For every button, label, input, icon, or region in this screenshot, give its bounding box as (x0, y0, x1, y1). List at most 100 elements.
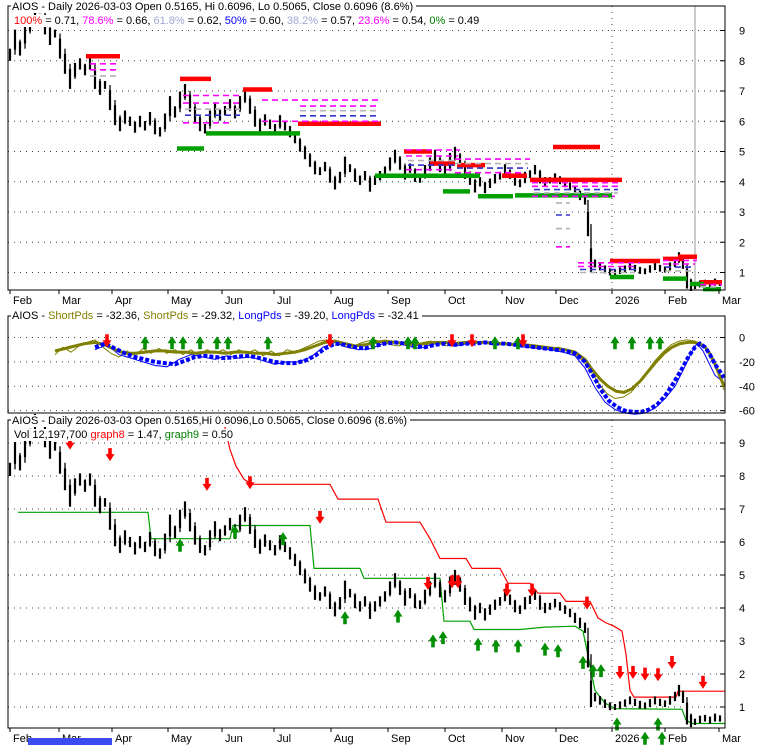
down-arrow (447, 575, 457, 589)
panel2-title: AIOS - ShortPds = -32.36, ShortPds = -29… (11, 310, 422, 322)
x-axis-label: Mar (722, 295, 741, 307)
y-axis-label: 3 (739, 636, 745, 648)
x-axis-label: Feb (668, 733, 687, 745)
y-axis-label: 2 (739, 669, 745, 681)
title-fragment: 61.8% (153, 15, 185, 27)
y-axis-label: 4 (739, 603, 745, 615)
down-arrow (423, 576, 433, 590)
panel1-fib-legend: 100% = 0.71, 78.6% = 0.66, 61.8% = 0.62,… (13, 15, 483, 27)
title-fragment: = 0.62, (184, 15, 225, 27)
up-arrow (578, 655, 588, 669)
up-arrow (368, 336, 378, 350)
x-axis-label: Dec (559, 295, 579, 307)
up-arrow (230, 525, 240, 539)
x-axis-label: Jun (225, 733, 243, 745)
down-arrow (245, 476, 255, 490)
x-axis-label: 2026 (615, 733, 639, 745)
up-arrow (490, 336, 500, 350)
y-axis-label: -20 (739, 357, 755, 369)
x-axis-label: Jul (277, 733, 291, 745)
down-arrow (105, 448, 115, 462)
y-axis-label: -40 (739, 381, 755, 393)
x-axis-label: Apr (115, 733, 132, 745)
x-axis-label: Mar (62, 295, 81, 307)
up-arrow (640, 731, 650, 745)
stop-line-green (18, 511, 725, 725)
up-arrow (473, 637, 483, 651)
y-axis-label: 2 (739, 237, 745, 249)
y-axis-label: 7 (739, 504, 745, 516)
x-axis-label: 2026 (615, 295, 639, 307)
y-axis-label: 0 (739, 332, 745, 344)
oscillator-line-ShortPds (54, 339, 726, 394)
up-arrow (596, 664, 606, 678)
y-axis-label: 9 (739, 438, 745, 450)
title-fragment: AIOS - (12, 310, 49, 322)
up-arrow (655, 336, 665, 350)
y-axis-label: 7 (739, 86, 745, 98)
title-fragment: = 0.60, (246, 15, 287, 27)
y-axis-label: 8 (739, 471, 745, 483)
x-axis-label: Dec (559, 733, 579, 745)
y-axis-label: 4 (739, 177, 745, 189)
down-arrow (467, 334, 477, 348)
y-axis-label: 1 (739, 268, 745, 280)
up-arrow (178, 336, 188, 350)
x-axis-label: May (171, 295, 192, 307)
x-axis-label: Sep (391, 295, 411, 307)
down-arrow (102, 334, 112, 348)
down-arrow (202, 477, 212, 491)
title-fragment: = 1.47, (124, 429, 165, 441)
oscillator-line-ShortPds-fast (54, 339, 725, 400)
down-arrow (628, 665, 638, 679)
up-arrow (540, 642, 550, 656)
x-axis-label: May (171, 733, 192, 745)
title-fragment: LongPds (331, 310, 375, 322)
x-axis-label: Aug (334, 295, 354, 307)
title-fragment: = 0.49 (445, 15, 480, 27)
y-axis-label: 9 (739, 26, 745, 38)
panel-frame (7, 5, 726, 291)
down-arrow (582, 596, 592, 610)
down-arrow (315, 510, 325, 524)
up-arrow (410, 336, 420, 350)
title-fragment: = 0.66, (113, 15, 154, 27)
down-arrow (502, 583, 512, 597)
title-fragment: = -32.36, (93, 310, 144, 322)
title-fragment: = -32.41 (374, 310, 419, 322)
up-arrow (212, 336, 222, 350)
up-arrow (278, 532, 288, 546)
title-fragment: 38.2% (286, 15, 319, 27)
y-axis-label: 8 (739, 56, 745, 68)
y-axis-label: -60 (739, 406, 755, 418)
h-scrollbar-thumb[interactable] (28, 738, 112, 745)
panel3-vol-legend: Vol 12,197,700 graph8 = 1.47, graph9 = 0… (13, 429, 237, 441)
panel1-title: AIOS - Daily 2026-03-03 Open 0.5165, Hi … (11, 1, 417, 13)
title-fragment: ShortPds (143, 310, 189, 322)
title-fragment: graph9 (164, 429, 200, 441)
oscillator-line-LongPds (94, 340, 726, 414)
x-axis-label: Mar (722, 733, 741, 745)
y-axis-label: 6 (739, 537, 745, 549)
x-axis-label: Jun (225, 295, 243, 307)
x-axis-label: Nov (505, 295, 525, 307)
down-arrow (698, 675, 708, 689)
title-fragment: = 0.57, (318, 15, 359, 27)
up-arrow (610, 336, 620, 350)
up-arrow (588, 664, 598, 678)
x-axis-label: Aug (334, 733, 354, 745)
x-axis-label: Nov (505, 733, 525, 745)
x-axis-label: Oct (448, 733, 465, 745)
down-arrow (447, 334, 457, 348)
title-fragment: 50% (224, 15, 247, 27)
up-arrow (645, 336, 655, 350)
y-axis-label: 6 (739, 116, 745, 128)
x-axis-label: Feb (13, 733, 32, 745)
panel-frame (7, 419, 726, 729)
up-arrow (513, 639, 523, 653)
y-axis-label: 5 (739, 147, 745, 159)
up-arrow (553, 644, 563, 658)
up-arrow (612, 717, 622, 731)
up-arrow (195, 336, 205, 350)
